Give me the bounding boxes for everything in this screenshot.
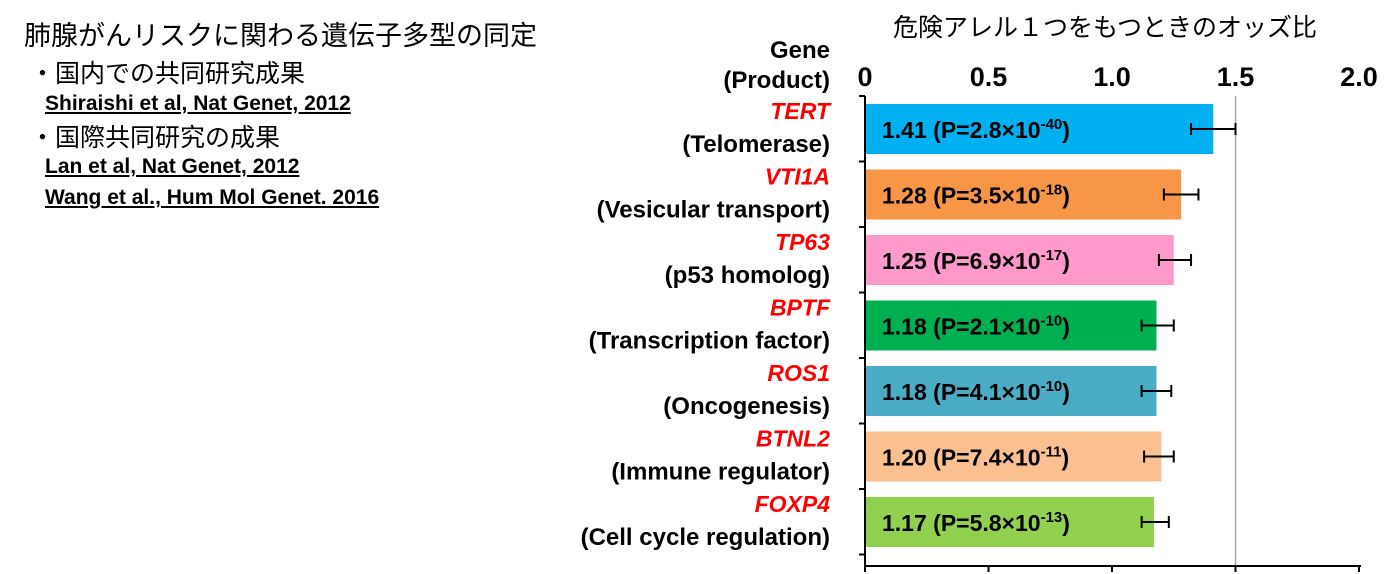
gene-label-bptf: BPTF (770, 295, 831, 321)
gene-label-foxp4: FOXP4 (755, 491, 831, 517)
reference-lan: Lan et al, Nat Genet, 2012 (45, 155, 300, 178)
product-label: (Vesicular transport) (597, 197, 830, 224)
bar-foxp4 (865, 497, 1154, 547)
reference-wang: Wang et al., Hum Mol Genet. 2016 (45, 186, 380, 209)
x-tick-label: 1.0 (1093, 62, 1131, 92)
bar-tert (865, 104, 1214, 154)
x-tick-label: 1.5 (1217, 62, 1255, 92)
gene-label-vti1a: VTI1A (765, 164, 830, 190)
chart-title: 危険アレル１つをもつときのオッズ比 (893, 13, 1317, 42)
category-header-product: (Product) (723, 67, 830, 94)
data-label: 1.25 (P=6.9×10-17) (882, 247, 1070, 274)
data-label: 1.41 (P=2.8×10-40) (882, 116, 1070, 143)
bar-vti1a (865, 169, 1182, 220)
x-tick-label: 0 (857, 62, 872, 92)
bar-btnl2 (865, 431, 1162, 482)
bullet-domestic: ・国内での共同研究成果 (30, 59, 306, 88)
gene-label-ros1: ROS1 (767, 360, 830, 386)
product-label: (p53 homolog) (665, 262, 830, 289)
gene-label-tert: TERT (770, 98, 832, 124)
bar-tp63 (865, 235, 1174, 285)
bar-bptf (865, 300, 1157, 351)
reference-shiraishi: Shiraishi et al, Nat Genet, 2012 (45, 92, 351, 115)
product-label: (Cell cycle regulation) (581, 524, 830, 551)
product-label: (Oncogenesis) (663, 393, 830, 420)
gene-label-tp63: TP63 (775, 229, 830, 255)
slide-title: 肺腺がんリスクに関わる遺伝子多型の同定 (24, 21, 537, 52)
bullet-international: ・国際共同研究の成果 (30, 123, 281, 152)
x-tick-label: 2.0 (1340, 62, 1378, 92)
data-label: 1.28 (P=3.5×10-18) (882, 182, 1070, 209)
data-label: 1.20 (P=7.4×10-11) (882, 444, 1069, 471)
category-header-gene: Gene (770, 37, 830, 64)
gene-label-btnl2: BTNL2 (756, 426, 830, 452)
bar-ros1 (865, 366, 1157, 416)
product-label: (Immune regulator) (611, 459, 830, 486)
x-tick-label: 0.5 (970, 62, 1008, 92)
data-label: 1.18 (P=4.1×10-10) (882, 378, 1070, 405)
product-label: (Transcription factor) (589, 328, 830, 355)
data-label: 1.18 (P=2.1×10-10) (882, 313, 1070, 340)
data-label: 1.17 (P=5.8×10-13) (882, 509, 1070, 536)
product-label: (Telomerase) (682, 131, 830, 158)
